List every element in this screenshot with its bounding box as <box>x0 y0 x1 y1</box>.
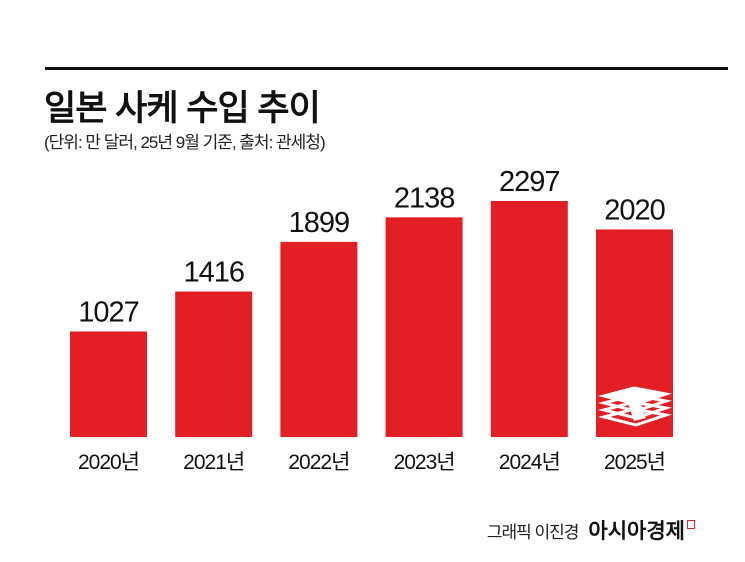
brand-mark-icon <box>687 519 695 529</box>
brand-logo: 아시아경제 <box>588 520 685 543</box>
graphic-credit: 그래픽 이진경 <box>486 522 580 542</box>
bar <box>385 217 463 437</box>
data-label: 1899 <box>289 207 350 239</box>
chart-subtitle: (단위: 만 달러, 25년 9월 기준, 출처: 관세청) <box>44 133 326 152</box>
category-label: 2024년 <box>499 451 560 474</box>
data-label: 2138 <box>394 182 455 214</box>
bar <box>175 291 253 437</box>
category-label: 2022년 <box>288 451 349 474</box>
bar <box>280 241 358 437</box>
bar <box>70 331 147 437</box>
credit: 그래픽 이진경 아시아경제 <box>487 515 695 545</box>
top-rule <box>45 67 728 70</box>
category-label: 2023년 <box>394 451 455 474</box>
category-label: 2020년 <box>78 451 139 474</box>
data-label: 2020 <box>604 194 665 226</box>
bar <box>490 201 568 437</box>
category-label: 2025년 <box>604 451 665 474</box>
data-label: 1027 <box>78 296 139 328</box>
category-label: 2021년 <box>183 451 244 474</box>
money-stack-icon <box>598 386 672 427</box>
data-label: 2297 <box>499 166 560 198</box>
chart-title: 일본 사케 수입 추이 <box>44 89 321 128</box>
data-label: 1416 <box>183 257 244 289</box>
